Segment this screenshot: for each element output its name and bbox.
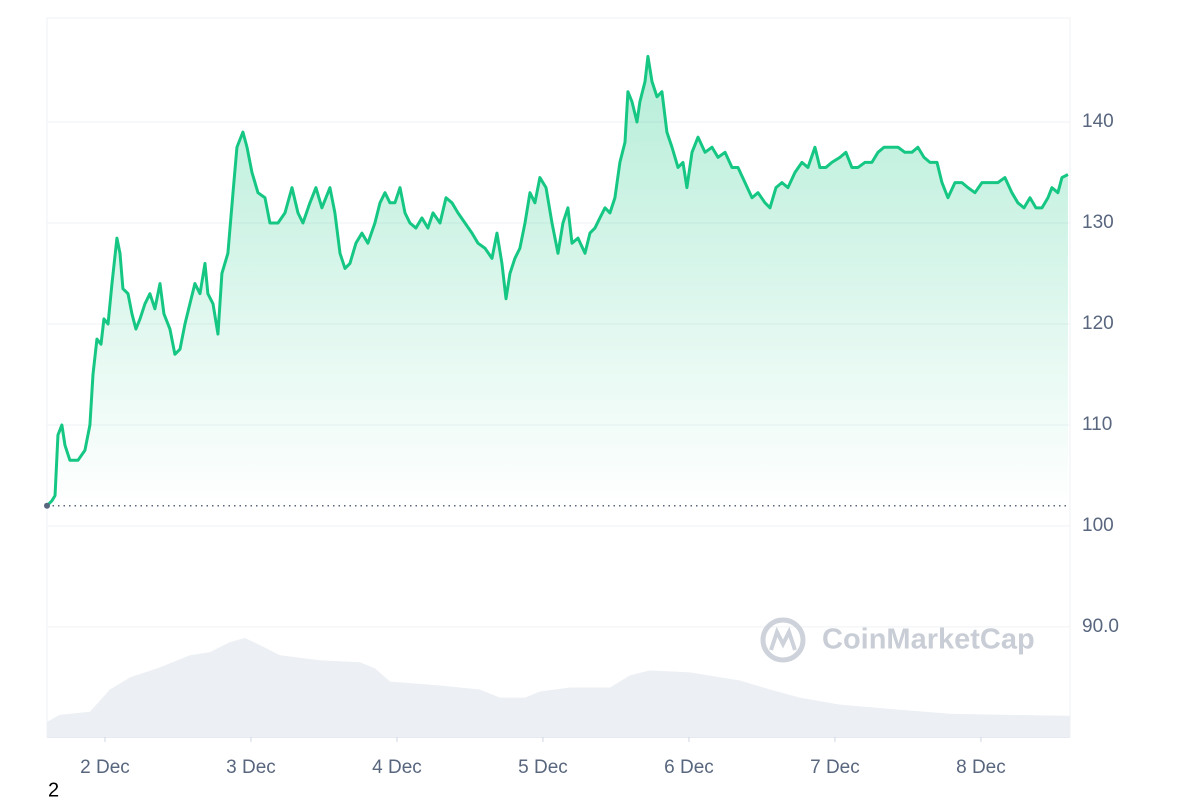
x-tick-label: 4 Dec [372,757,422,778]
y-tick-label: 110 [1082,414,1112,435]
x-tick-label: 5 Dec [518,757,568,778]
footer-text: 2 [48,779,59,800]
watermark: CoinMarketCap [822,624,1035,656]
x-tick-label: 3 Dec [226,757,276,778]
y-tick-label: 130 [1082,212,1114,233]
price-line [45,54,1069,507]
watermark-logo [760,617,806,663]
x-tick-label: 2 Dec [80,757,130,778]
y-tick-label: 120 [1082,313,1114,334]
start-dot [44,502,50,509]
y-tick-label: 140 [1082,111,1114,132]
x-tick-label: 7 Dec [810,757,860,778]
y-tick-label: 90.0 [1082,616,1119,637]
logo-ring [760,617,806,663]
volume-area [47,638,1070,737]
x-tick-label: 8 Dec [956,757,1006,778]
price-area [47,56,1068,506]
y-tick-label: 100 [1082,515,1114,536]
x-tick-label: 6 Dec [664,757,714,778]
logo-mark [769,626,797,651]
